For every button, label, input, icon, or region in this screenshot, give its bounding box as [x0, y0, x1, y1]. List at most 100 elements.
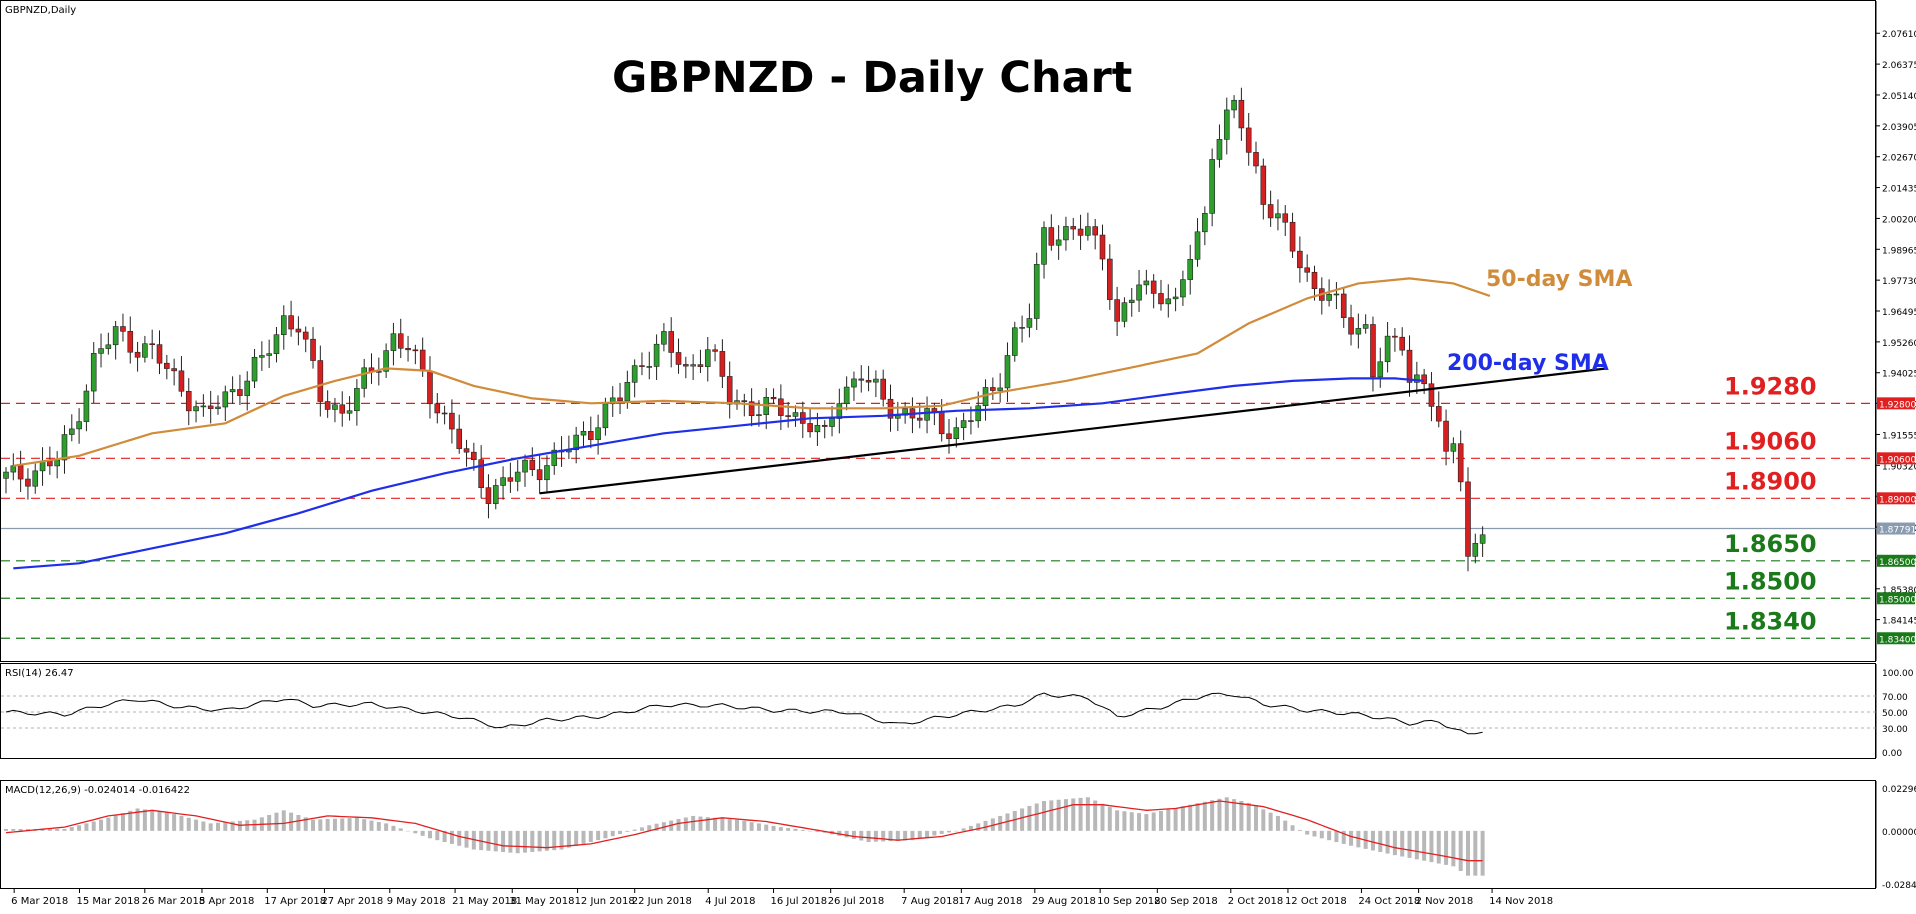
macd-histogram-bar — [1254, 806, 1259, 831]
macd-histogram-bar — [84, 823, 89, 831]
macd-histogram-bar — [1027, 805, 1032, 831]
macd-histogram-bar — [281, 810, 286, 831]
candle-body — [953, 427, 960, 440]
candle-body — [1465, 481, 1471, 557]
macd-histogram-bar — [968, 825, 973, 831]
macd-histogram-bar — [11, 828, 16, 831]
macd-histogram-bar — [1327, 830, 1332, 841]
candle-body — [10, 465, 17, 473]
macd-histogram-bar — [150, 810, 155, 831]
candle-body — [485, 487, 492, 504]
macd-histogram-bar — [1078, 797, 1083, 831]
macd-histogram-bar — [976, 823, 981, 831]
candle-body — [1063, 226, 1069, 241]
macd-histogram-bar — [756, 823, 761, 831]
candle-body — [916, 417, 923, 421]
macd-histogram-bar — [1400, 830, 1405, 857]
candle-body — [207, 405, 214, 409]
macd-histogram-bar — [1436, 830, 1441, 864]
price-tag-text-1.8500: 1.85000 — [1879, 595, 1916, 605]
candle-body — [1165, 298, 1172, 305]
candle-body — [726, 376, 733, 405]
macd-histogram-bar — [1466, 830, 1470, 876]
date-tick-label: 12 Oct 2018 — [1285, 896, 1347, 907]
candle-body — [609, 397, 616, 405]
price-tick-label: 2.01435 — [1882, 185, 1916, 195]
macd-histogram-bar — [888, 830, 893, 842]
macd-histogram-bar — [347, 818, 352, 831]
macd-histogram-bar — [881, 830, 886, 842]
macd-histogram-bar — [1042, 801, 1047, 831]
candle-body — [1260, 165, 1267, 205]
macd-histogram-bar — [1444, 830, 1449, 865]
date-tick-label: 27 Apr 2018 — [321, 896, 383, 907]
macd-histogram-bar — [895, 830, 900, 841]
macd-histogram-bar — [47, 828, 52, 831]
candle-body — [573, 434, 579, 451]
candle-body — [741, 400, 748, 403]
candle-body — [478, 459, 484, 488]
candle-body — [17, 465, 24, 480]
macd-histogram-bar — [742, 820, 747, 831]
macd-histogram-bar — [69, 827, 74, 831]
macd-histogram-bar — [588, 830, 593, 843]
macd-histogram-bar — [1100, 803, 1105, 831]
macd-histogram-bar — [215, 822, 220, 831]
macd-histogram-bar — [559, 830, 564, 850]
level-labels: 1.92800 1.9280 1.90600 1.9060 1.89000 1.8900 1… — [1724, 372, 1916, 645]
candle-body — [1428, 383, 1435, 407]
candle-body — [1435, 406, 1442, 422]
macd-histogram-bar — [1056, 799, 1061, 831]
price-tag-text-1.9060: 1.90600 — [1879, 455, 1916, 465]
macd-histogram-bar — [764, 824, 769, 831]
macd-histogram-bar — [735, 819, 739, 831]
macd-histogram-bar — [1385, 830, 1390, 854]
candle-body — [419, 349, 426, 372]
candle-body — [712, 349, 718, 352]
rsi-tick-label: 70.00 — [1882, 693, 1908, 703]
price-tag-1.8650 — [1877, 554, 1915, 567]
macd-histogram-bar — [1305, 830, 1310, 835]
macd-histogram-bar — [1085, 797, 1090, 831]
candle-body — [704, 349, 711, 367]
date-tick-label: 9 May 2018 — [387, 896, 446, 907]
macd-histogram-bar — [1217, 798, 1222, 831]
macd-histogram-bar — [318, 819, 323, 831]
candle-body — [675, 352, 682, 365]
macd-histogram-bar — [135, 808, 140, 831]
candle-body — [244, 380, 251, 396]
macd-title: MACD(12,26,9) -0.024014 -0.016422 — [5, 785, 190, 796]
macd-histogram-bar — [1129, 812, 1134, 831]
macd-histogram-bar — [77, 825, 82, 831]
candle-body — [639, 365, 645, 367]
macd-histogram-bar — [186, 817, 191, 831]
macd-histogram-bar — [925, 830, 930, 838]
candle-body — [522, 459, 528, 473]
macd-histogram-bar — [837, 830, 842, 836]
date-tick-label: 16 Jul 2018 — [771, 896, 828, 907]
macd-histogram-bar — [179, 815, 184, 831]
candle-body — [441, 412, 448, 415]
candle-body — [807, 423, 813, 433]
candle-body — [873, 378, 879, 383]
candle-body — [821, 424, 828, 427]
candle-body — [1479, 534, 1486, 544]
candle-body — [361, 367, 367, 389]
candle-body — [1041, 227, 1047, 265]
macd-histogram-bar — [435, 830, 440, 841]
macd-histogram-bar — [632, 829, 637, 831]
candle-body — [990, 387, 996, 391]
macd-histogram-bar — [245, 820, 250, 831]
candle-body — [412, 349, 419, 352]
candle-body — [1333, 293, 1340, 296]
macd-histogram-bar — [157, 811, 162, 831]
candle-body — [317, 360, 324, 402]
price-tag-1.8500 — [1877, 592, 1915, 605]
macd-histogram-bar — [537, 830, 542, 852]
macd-histogram-bar — [449, 830, 454, 844]
ascending-trendline — [539, 367, 1608, 495]
macd-histogram-bar — [4, 828, 8, 831]
macd-histogram-bar — [194, 819, 199, 831]
macd-histogram-bar — [1210, 800, 1215, 831]
macd-histogram-bar — [1071, 798, 1076, 831]
